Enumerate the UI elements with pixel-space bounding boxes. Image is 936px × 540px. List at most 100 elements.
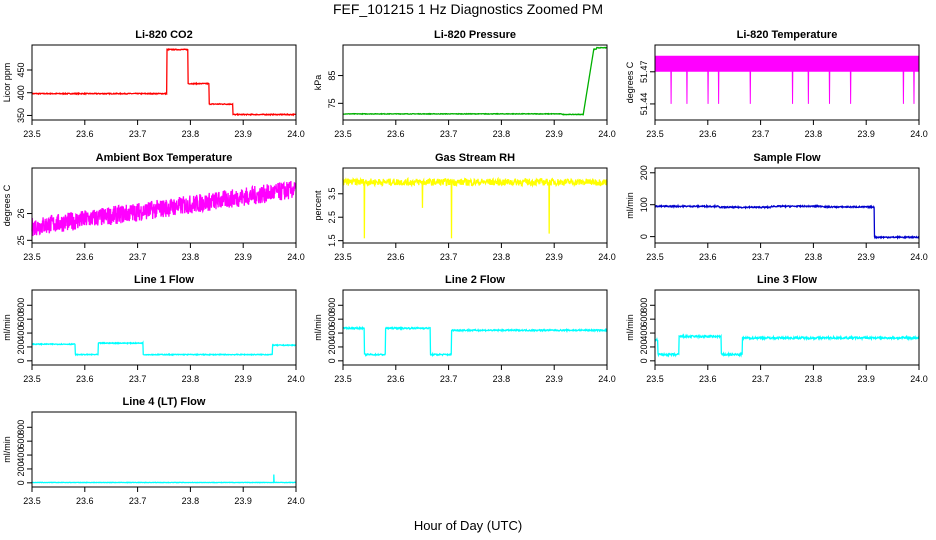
x-tick-label: 23.8 [805,252,823,262]
y-axis-label: ml/min [2,436,12,463]
chart-title: Gas Stream RH [435,152,515,164]
chart-title: Line 4 (LT) Flow [123,396,206,408]
y-tick-label: 26 [16,209,26,219]
x-tick-label: 23.9 [545,252,563,262]
x-tick-label: 23.5 [23,129,41,139]
chart-title: Li-820 Temperature [737,29,838,41]
x-tick-label: 23.5 [23,374,41,384]
x-tick-label: 23.5 [334,374,352,384]
data-series-line [654,333,920,358]
plot-frame [31,411,297,488]
x-tick-label: 23.9 [545,374,563,384]
data-series-line [31,48,297,117]
chart-panel: Ambient Box Temperature degrees C 23.5 23.6… [2,152,305,262]
y-tick-label: 800 [639,298,649,313]
x-tick-label: 23.9 [234,252,252,262]
x-tick-label: 23.6 [387,129,405,139]
y-tick-label: 200 [639,165,649,180]
chart-title: Li-820 CO2 [135,29,192,41]
x-tick-label: 23.7 [752,129,770,139]
plot-frame [342,289,608,366]
chart-title: Sample Flow [753,152,821,164]
data-series-line [654,203,920,240]
chart-panel: Line 4 (LT) Flow ml/min 23.5 23.6 23.7 23.8 23… [2,396,305,506]
x-tick-label: 23.8 [182,129,200,139]
x-tick-label: 23.5 [334,129,352,139]
data-series-line [342,176,608,239]
x-axis-title: Hour of Day (UTC) [413,518,523,533]
x-tick-label: 24.0 [598,129,616,139]
plot-frame [654,289,920,366]
y-tick-label: 85 [327,71,337,81]
chart-title: Ambient Box Temperature [96,152,233,164]
x-tick-label: 23.7 [129,374,147,384]
chart-panel: Line 3 Flow ml/min 23.5 23.6 23.7 23.8 23.9 24.… [625,274,928,384]
x-tick-label: 23.6 [76,374,94,384]
x-tick-label: 23.8 [182,374,200,384]
x-tick-label: 23.7 [440,374,458,384]
y-tick-label: 600 [639,312,649,327]
x-tick-label: 23.8 [182,496,200,506]
x-tick-label: 23.8 [493,129,511,139]
x-tick-label: 23.7 [440,252,458,262]
x-tick-label: 23.8 [182,252,200,262]
chart-panel: Gas Stream RH percent 23.5 23.6 23.7 23.8 23.9… [313,152,616,262]
x-tick-label: 23.7 [129,252,147,262]
y-tick-label: 400 [16,326,26,341]
y-axis-label: degrees C [2,184,12,226]
y-tick-label: 0 [327,358,337,363]
x-tick-label: 23.5 [646,374,664,384]
chart-panel: Li-820 Pressure kPa 23.5 23.6 23.7 23.8 23.9 24… [313,29,616,139]
x-tick-label: 23.8 [493,374,511,384]
plot-frame [31,44,297,121]
y-axis-label: ml/min [2,314,12,341]
x-tick-label: 23.7 [440,129,458,139]
chart-panel: Li-820 Temperature degrees C 23.5 23.6 23.7 2… [625,29,928,139]
y-tick-label: 800 [16,420,26,435]
chart-title: Line 2 Flow [445,274,505,286]
x-tick-label: 24.0 [598,252,616,262]
y-tick-label: 200 [639,339,649,354]
x-tick-label: 23.9 [234,129,252,139]
y-tick-label: 200 [16,461,26,476]
x-tick-label: 23.5 [23,496,41,506]
x-tick-label: 24.0 [287,252,305,262]
x-tick-label: 23.8 [493,252,511,262]
x-tick-label: 23.5 [646,252,664,262]
x-tick-label: 23.5 [646,129,664,139]
data-series-line [654,55,920,104]
x-tick-label: 23.6 [387,374,405,384]
y-axis-label: ml/min [625,314,635,341]
plot-frame [31,289,297,366]
y-tick-label: 600 [16,434,26,449]
x-tick-label: 23.9 [857,374,875,384]
plot-frame [654,44,920,121]
chart-panel: Sample Flow ml/min 23.5 23.6 23.7 23.8 23.9 24.… [625,152,928,262]
y-tick-label: 600 [327,312,337,327]
y-tick-label: 0 [639,358,649,363]
y-axis-label: kPa [313,75,323,91]
y-tick-label: 0 [16,480,26,485]
x-tick-label: 24.0 [598,374,616,384]
y-tick-label: 400 [327,326,337,341]
y-tick-label: 0 [639,234,649,239]
data-series-line [342,46,608,116]
y-axis-label: percent [313,190,323,221]
y-tick-label: 400 [16,448,26,463]
x-tick-label: 23.8 [805,129,823,139]
y-tick-label: 100 [639,197,649,212]
y-tick-label: 350 [16,108,26,123]
x-tick-label: 23.9 [857,129,875,139]
x-tick-label: 23.9 [234,496,252,506]
y-tick-label: 800 [327,298,337,313]
y-tick-label: 200 [327,339,337,354]
chart-panel: Li-820 CO2 Licor ppm 23.5 23.6 23.7 23.8 23.9 2… [2,29,305,139]
chart-title: Li-820 Pressure [434,29,516,41]
x-tick-label: 23.5 [334,252,352,262]
x-tick-label: 23.8 [805,374,823,384]
plot-frame [342,44,608,121]
y-tick-label: 25 [16,235,26,245]
y-tick-label: 0 [16,358,26,363]
x-tick-label: 23.5 [23,252,41,262]
